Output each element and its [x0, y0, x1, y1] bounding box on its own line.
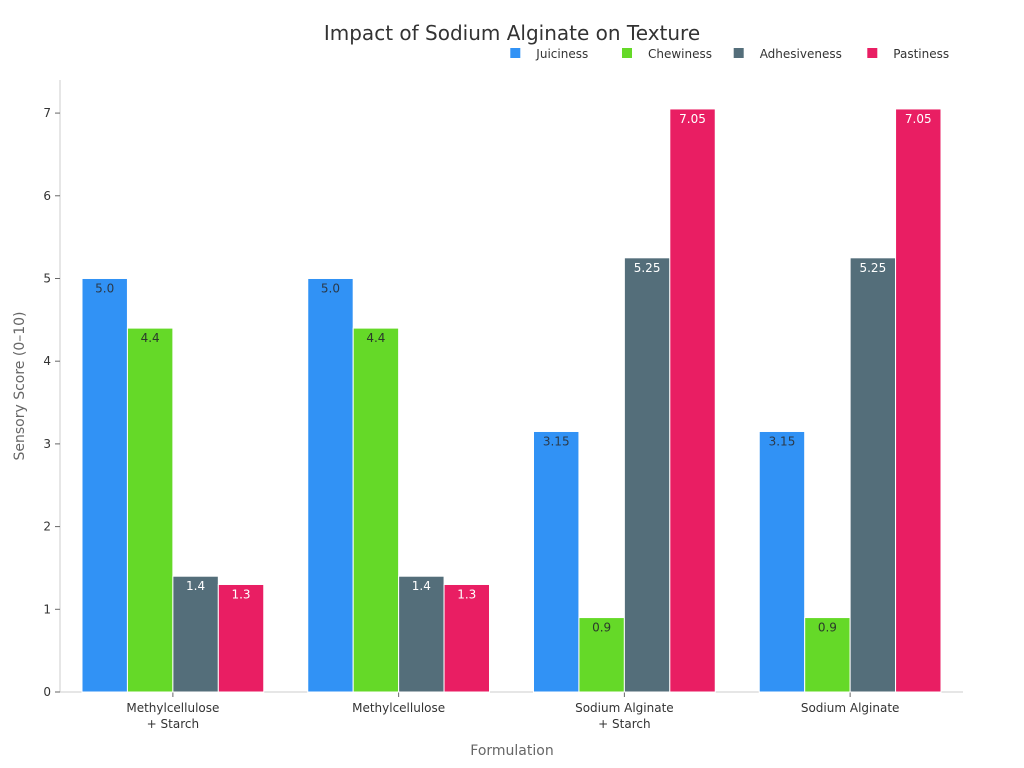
bar-adhesiveness	[172, 575, 219, 693]
bar-value-label: 1.3	[457, 587, 476, 601]
legend-swatch	[733, 48, 744, 58]
y-tick-label: 2	[43, 520, 51, 534]
y-tick-label: 7	[43, 106, 51, 120]
bar-value-label: 1.4	[186, 579, 205, 593]
bar-juiciness	[758, 430, 806, 693]
bar-value-label: 7.05	[679, 112, 706, 126]
bar-pastiness	[895, 108, 942, 693]
bar-pastiness	[443, 583, 490, 693]
x-tick-label: Sodium Alginate + Starch	[575, 701, 674, 731]
bar-chewiness	[352, 327, 400, 693]
y-tick-label: 3	[43, 437, 51, 451]
bar-juiciness	[307, 277, 354, 693]
x-tick-label: Methylcellulose	[352, 701, 445, 715]
bar-pastiness	[669, 108, 716, 693]
bars	[81, 108, 942, 693]
legend-swatch	[510, 48, 521, 58]
bar-chewiness	[126, 327, 174, 693]
bar-value-label: 1.3	[231, 587, 250, 601]
legend-label: Chewiness	[648, 47, 712, 61]
bar-value-label: 5.0	[95, 281, 114, 295]
bar-value-label: 4.4	[366, 331, 385, 345]
y-tick-label: 6	[43, 189, 51, 203]
x-axis-title: Formulation	[470, 743, 553, 759]
y-tick-label: 0	[43, 685, 51, 699]
bar-value-label: 1.4	[412, 579, 431, 593]
bar-value-label: 5.25	[859, 261, 886, 275]
x-axis: Methylcellulose + Starch Methylcellulose So…	[60, 691, 963, 731]
x-tick-label: Methylcellulose + Starch	[126, 701, 219, 731]
bar-value-label: 5.25	[634, 261, 661, 275]
y-axis-title: Sensory Score (0–10)	[12, 311, 28, 460]
bar-value-label: 3.15	[769, 434, 796, 448]
legend-label: Pastiness	[893, 47, 949, 61]
bar-juiciness	[533, 430, 580, 693]
bar-value-label: 5.0	[321, 281, 340, 295]
legend-label: Adhesiveness	[760, 47, 842, 61]
legend-swatch	[867, 48, 878, 58]
bar-value-label: 4.4	[141, 331, 160, 345]
bar-adhesiveness	[849, 257, 897, 693]
bar-juiciness	[81, 277, 128, 693]
y-axis: 0 1 2 3 4 5 6 7	[43, 80, 61, 699]
bar-value-label: 0.9	[592, 621, 611, 635]
y-tick-label: 5	[43, 271, 51, 285]
legend-label: Juiciness	[535, 47, 588, 61]
bar-adhesiveness	[398, 575, 445, 693]
bar-labels: 5.0 5.0 3.15 3.15 4.4 4.4 0.9 0.9 1.4 1.4 5.25 5.25…	[95, 112, 931, 635]
bar-value-label: 7.05	[905, 112, 932, 126]
bar-value-label: 3.15	[543, 434, 570, 448]
y-tick-label: 1	[43, 602, 51, 616]
chart-title: Impact of Sodium Alginate on Texture	[324, 21, 700, 45]
x-tick-label: Sodium Alginate	[801, 701, 900, 715]
bar-adhesiveness	[623, 257, 671, 693]
legend-swatch	[622, 48, 632, 58]
bar-pastiness	[217, 583, 265, 693]
legend: Juiciness Chewiness Adhesiveness Pastiness	[510, 47, 949, 61]
bar-value-label: 0.9	[818, 621, 837, 635]
y-tick-label: 4	[43, 354, 51, 368]
